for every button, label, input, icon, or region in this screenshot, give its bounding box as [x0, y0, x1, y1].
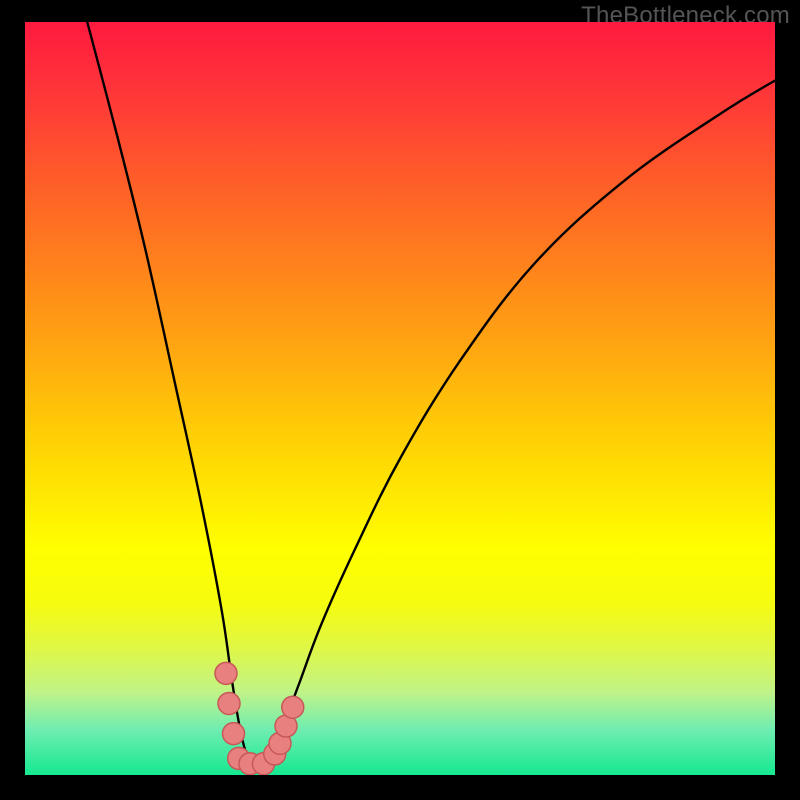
data-marker [282, 696, 304, 718]
data-marker [215, 662, 237, 684]
data-marker [223, 723, 245, 745]
gradient-background [25, 22, 775, 775]
bottleneck-curve-chart [0, 0, 800, 800]
data-marker [218, 692, 240, 714]
chart-outer: TheBottleneck.com [0, 0, 800, 800]
